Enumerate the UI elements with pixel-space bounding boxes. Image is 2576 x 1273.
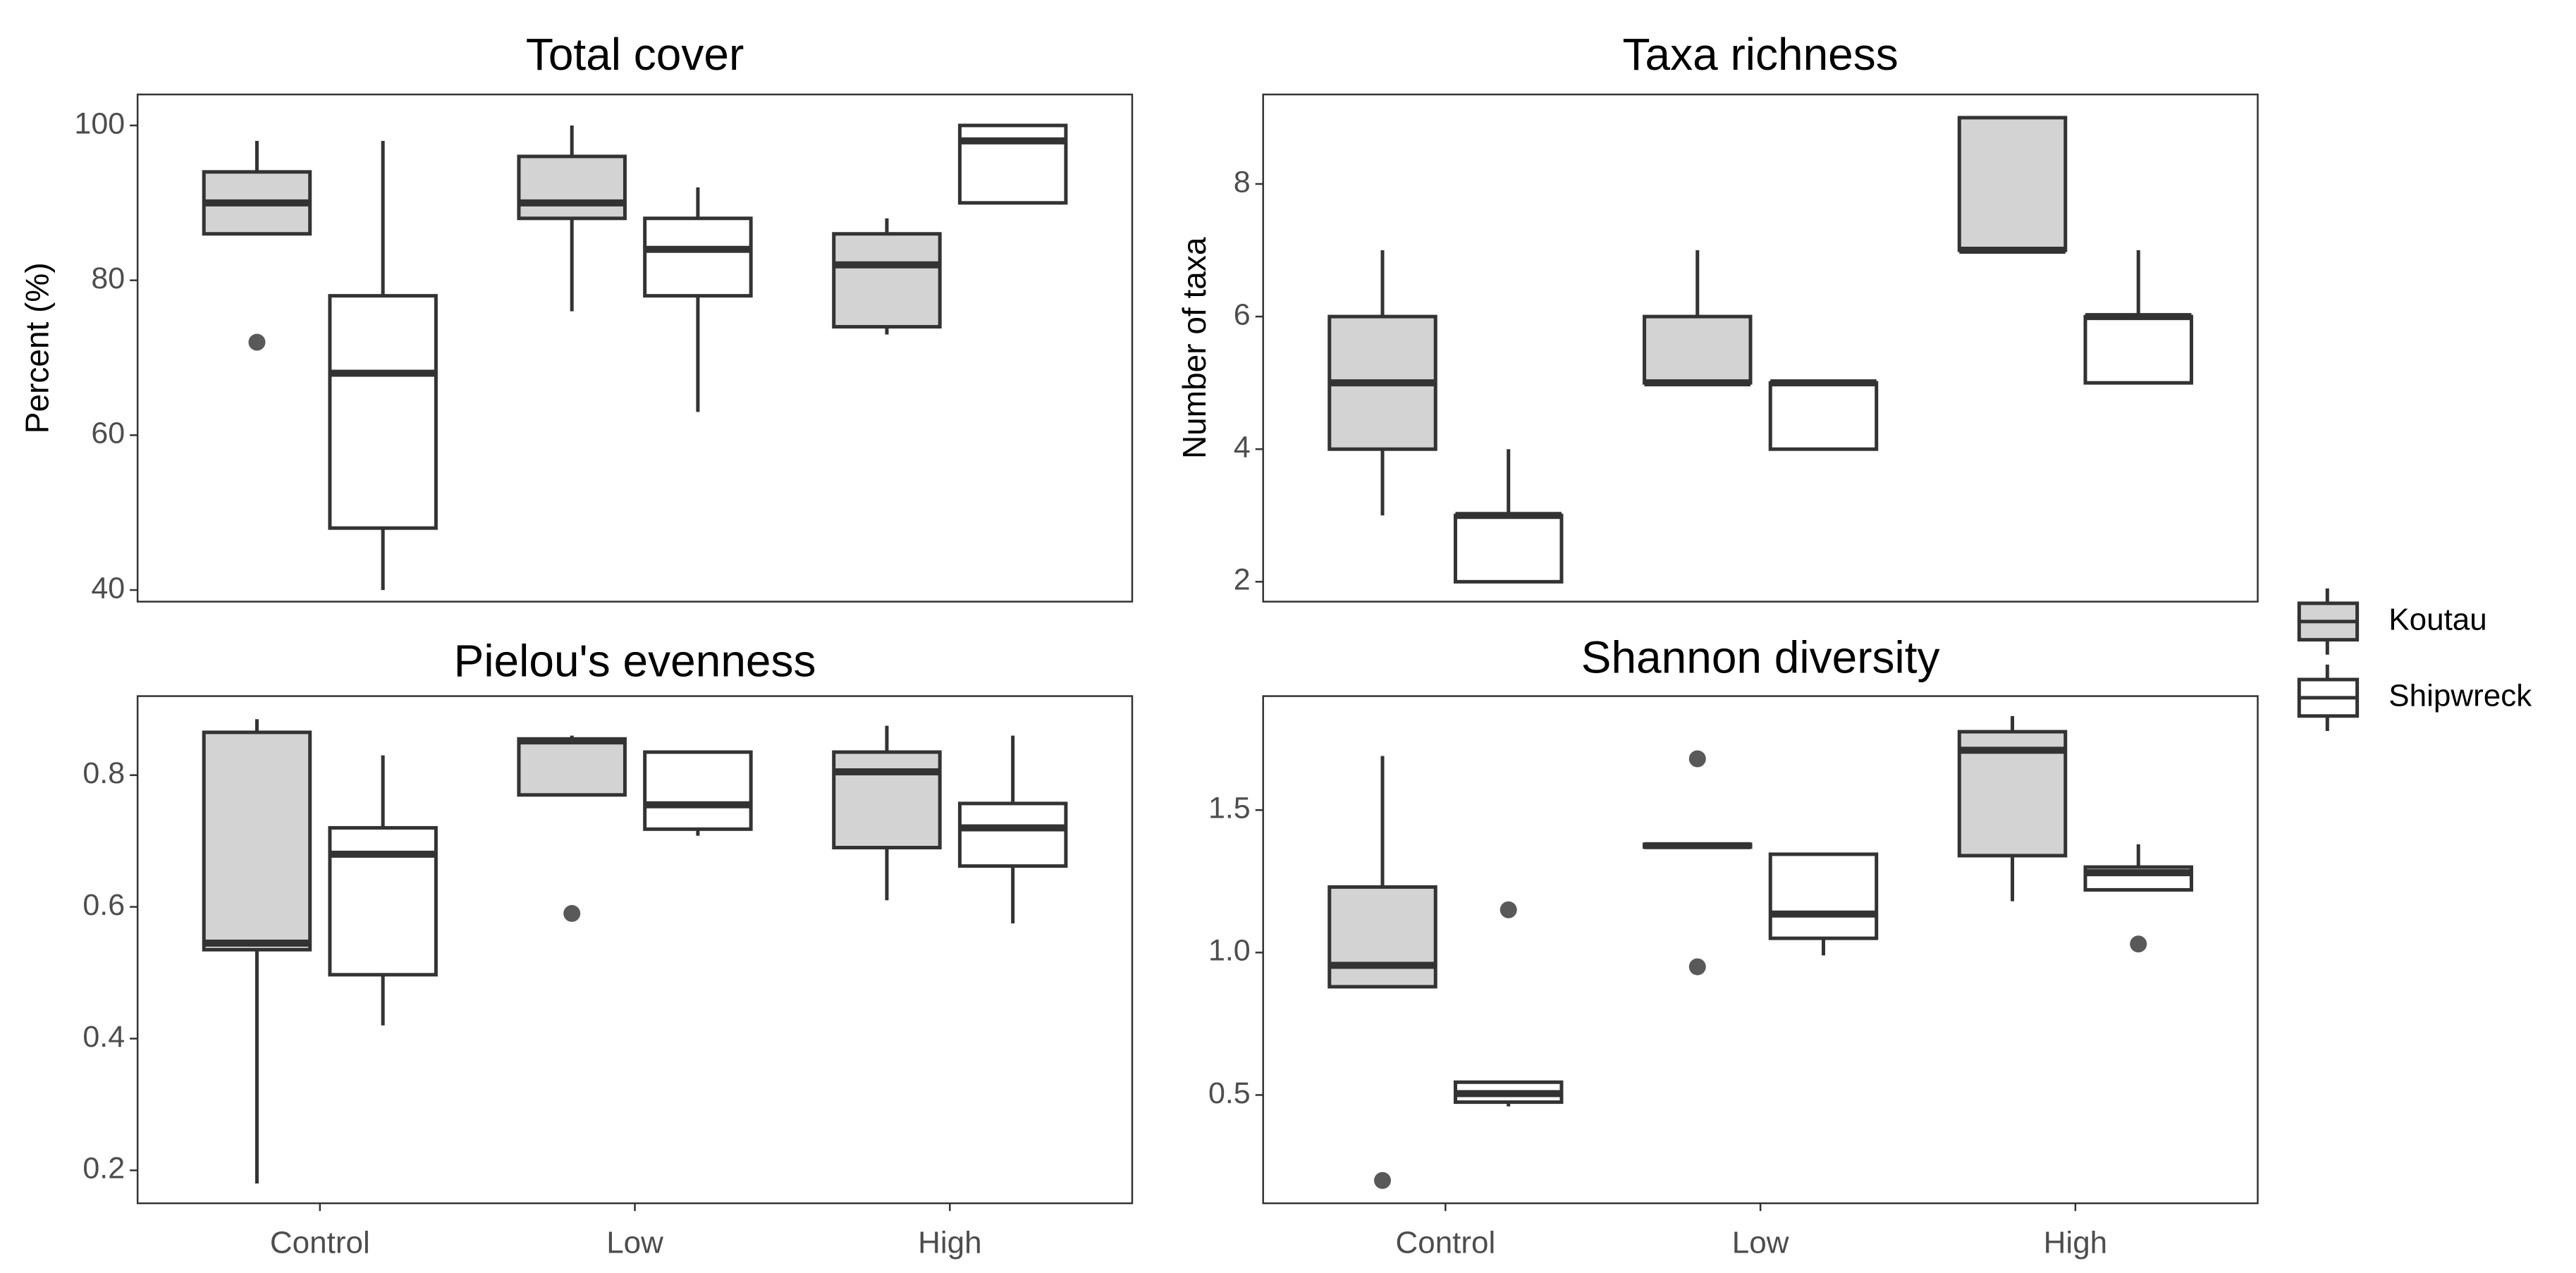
box-body [517, 154, 627, 221]
y-tick-label: 80 [91, 262, 125, 295]
legend: Koutau Shipwreck [2297, 588, 2532, 731]
box-shipwreck-high [957, 735, 1068, 923]
outlier-point [1688, 958, 1706, 976]
x-tick-label: Control [270, 1226, 370, 1260]
y-tick-label: 1.5 [1208, 792, 1251, 825]
box-body [328, 825, 438, 977]
y-tick-label: 1.0 [1208, 934, 1251, 968]
panel-title: Taxa richness [1622, 29, 1898, 80]
legend-label: Koutau [2388, 602, 2486, 636]
box-koutau-low [1643, 750, 1753, 976]
box-shipwreck-control [1453, 901, 1564, 1107]
y-tick-label: 0.5 [1208, 1076, 1251, 1110]
box-body [517, 737, 627, 797]
box-shipwreck-low [643, 187, 753, 412]
box-body [1327, 885, 1437, 989]
box-shipwreck-low [643, 750, 753, 836]
box-body [1643, 314, 1753, 385]
box-koutau-high [832, 218, 942, 335]
x-tick-label: Low [1732, 1226, 1789, 1260]
y-tick-label: 2 [1234, 563, 1251, 597]
box-koutau-low [1643, 250, 1753, 387]
x-tick-label: High [918, 1226, 982, 1260]
box-body [1768, 852, 1879, 940]
legend-label: Shipwreck [2388, 679, 2532, 713]
box-body [643, 216, 753, 298]
box-shipwreck-control [328, 140, 438, 591]
y-tick-label: 6 [1234, 297, 1251, 331]
box-body [643, 750, 753, 831]
x-tick-label: High [2044, 1226, 2108, 1260]
y-tick-label: 8 [1234, 165, 1251, 199]
outlier-point [1374, 1171, 1392, 1189]
box-shipwreck-control [1453, 449, 1564, 584]
y-tick-label: 4 [1234, 431, 1251, 465]
outlier-point [248, 333, 266, 351]
box-shipwreck-high [2083, 844, 2193, 953]
box-koutau-high [1957, 715, 2068, 902]
box-shipwreck-low [1768, 379, 1879, 451]
y-axis-title: Percent (%) [19, 262, 56, 433]
y-tick-label: 0.2 [82, 1152, 125, 1186]
box-shipwreck-low [1768, 852, 1879, 956]
box-koutau-control [202, 140, 312, 351]
panel-title: Pielou's evenness [454, 635, 816, 686]
y-tick-label: 0.6 [82, 888, 125, 922]
box-koutau-high [832, 725, 942, 901]
panel-title: Shannon diversity [1581, 632, 1940, 683]
legend-item-koutau: Koutau [2297, 588, 2487, 655]
y-tick-label: 100 [74, 106, 125, 140]
panels: Total cover Percent (%) 40 60 80 100 Taxa rich… [19, 29, 2259, 1260]
y-tick-label: 0.4 [82, 1020, 125, 1054]
box-body [957, 123, 1068, 205]
panel-2: Taxa richness Number of taxa 2 4 6 8 [1176, 29, 2259, 603]
box-koutau-control [1327, 250, 1437, 516]
outlier-point [2130, 935, 2147, 953]
legend-item-shipwreck: Shipwreck [2297, 664, 2532, 731]
box-body [832, 750, 942, 849]
box-koutau-control [202, 719, 312, 1184]
outlier-point [1688, 750, 1706, 768]
panel-1: Total cover Percent (%) 40 60 80 100 [19, 29, 1134, 605]
box-shipwreck-high [2083, 250, 2193, 385]
box-shipwreck-control [328, 755, 438, 1026]
box-koutau-low [517, 125, 627, 312]
box-body [1957, 116, 2068, 252]
y-tick-label: 0.8 [82, 756, 125, 790]
box-body [2083, 314, 2193, 385]
panel-3: Pielou's evenness 0.2 0.4 0.6 0.8 Control Low H… [82, 635, 1134, 1260]
box-shipwreck-high [957, 123, 1068, 205]
y-axis-title: Number of taxa [1176, 237, 1213, 459]
y-tick-label: 60 [91, 417, 125, 450]
outlier-point [563, 904, 581, 922]
box-body [1768, 381, 1879, 451]
box-body [328, 294, 438, 530]
box-body [832, 232, 942, 329]
outlier-point [1499, 901, 1517, 918]
box-body [202, 730, 312, 952]
panel-4: Shannon diversity 0.5 1.0 1.5 Control Low High [1208, 632, 2259, 1260]
y-tick-label: 40 [91, 571, 125, 605]
box-koutau-control [1327, 756, 1437, 1189]
x-tick-label: Low [606, 1226, 663, 1260]
x-tick-label: Control [1395, 1226, 1495, 1260]
panel-title: Total cover [526, 29, 744, 80]
box-body [1453, 513, 1564, 584]
box-koutau-high [1957, 116, 2068, 254]
box-koutau-low [517, 735, 627, 922]
box-body [957, 801, 1068, 868]
